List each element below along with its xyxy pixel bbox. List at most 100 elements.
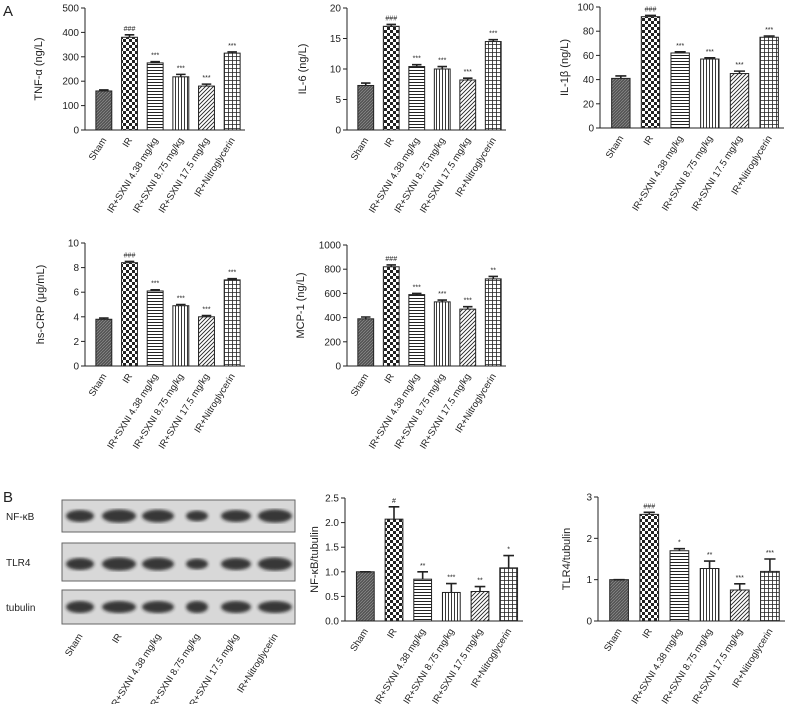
blot-band xyxy=(221,601,251,613)
blot-band xyxy=(221,510,251,522)
y-tick-label: 1 xyxy=(586,575,592,586)
significance-label: ** xyxy=(707,552,713,559)
y-tick-label: 10 xyxy=(68,239,80,250)
error-bar xyxy=(437,299,447,302)
significance-label: * xyxy=(507,547,510,554)
bar xyxy=(198,316,215,367)
y-tick-label: 400 xyxy=(62,28,79,39)
bar xyxy=(484,41,502,131)
error-bar xyxy=(463,77,473,80)
bar xyxy=(699,568,720,622)
bar xyxy=(355,571,375,622)
error-bar xyxy=(733,70,746,74)
y-tick-label: 5 xyxy=(335,95,341,106)
significance-label: *** xyxy=(676,43,684,50)
error-bar xyxy=(417,571,428,580)
y-tick-label: 4 xyxy=(73,312,79,323)
significance-label: *** xyxy=(151,281,159,288)
error-bar xyxy=(474,585,486,592)
bar xyxy=(413,578,433,622)
bar xyxy=(700,58,720,129)
bar xyxy=(609,579,629,622)
y-tick-label: 0 xyxy=(588,124,594,135)
bar xyxy=(433,301,451,367)
significance-label: ### xyxy=(124,252,136,259)
y-tick-label: 8 xyxy=(73,263,79,274)
error-bar xyxy=(734,583,746,590)
y-tick-label: 0 xyxy=(73,126,79,137)
error-bar xyxy=(201,314,212,317)
x-tick-label: Sham xyxy=(348,627,371,654)
significance-label: ** xyxy=(477,578,483,585)
significance-label: *** xyxy=(464,69,472,76)
bar xyxy=(670,52,690,129)
bar xyxy=(729,589,750,622)
y-tick-label: 80 xyxy=(583,27,595,38)
bar xyxy=(459,308,477,367)
x-tick-label: Sham xyxy=(87,136,110,163)
significance-label: *** xyxy=(765,27,773,34)
blot-band xyxy=(102,509,136,523)
x-tick-label: IR xyxy=(640,627,654,641)
y-tick-label: 20 xyxy=(583,99,595,110)
blot-band xyxy=(102,601,136,613)
bar xyxy=(499,567,519,622)
x-tick-label: Sham xyxy=(349,136,372,163)
y-tick-label: 0.5 xyxy=(325,592,339,603)
blot-band xyxy=(258,557,292,571)
bar xyxy=(441,591,461,622)
significance-label: *** xyxy=(438,58,446,65)
error-bar xyxy=(446,582,457,593)
error-bar xyxy=(673,547,686,551)
bar xyxy=(172,305,190,367)
error-bar xyxy=(124,34,135,38)
x-tick-label: IR xyxy=(385,627,399,641)
significance-label: *** xyxy=(177,65,185,72)
significance-label: ### xyxy=(643,503,655,510)
blot-band xyxy=(258,509,292,523)
bar xyxy=(357,84,375,131)
significance-label: *** xyxy=(464,298,472,305)
bar xyxy=(433,68,451,131)
significance-label: ** xyxy=(420,563,426,570)
significance-label: *** xyxy=(438,291,446,298)
y-tick-label: 100 xyxy=(62,101,79,112)
x-tick-label: IR+SXNI 4.38 mg/kg xyxy=(630,134,685,213)
y-tick-label: 3 xyxy=(586,493,592,504)
error-bar xyxy=(386,23,396,27)
blot-band xyxy=(186,601,208,613)
bar xyxy=(357,318,375,367)
y-tick-label: 2 xyxy=(73,337,79,348)
bar xyxy=(639,513,660,622)
significance-label: *** xyxy=(413,56,421,63)
blot-band xyxy=(142,601,174,613)
blot-strip xyxy=(61,499,296,533)
error-bar xyxy=(176,303,186,306)
error-bar xyxy=(361,82,371,86)
y-tick-label: 1.5 xyxy=(325,543,339,554)
error-bar xyxy=(763,35,775,38)
bar xyxy=(121,262,138,367)
blot-strip xyxy=(61,542,296,582)
bar xyxy=(459,79,477,131)
error-bar xyxy=(704,57,716,60)
y-tick-label: 0.0 xyxy=(325,617,339,628)
x-tick-label: IR xyxy=(110,632,124,646)
significance-label: *** xyxy=(228,43,236,50)
error-bar xyxy=(488,38,498,42)
y-tick-label: 0 xyxy=(335,126,341,137)
y-tick-label: 600 xyxy=(324,289,341,300)
error-bar xyxy=(764,558,776,572)
y-tick-label: 500 xyxy=(62,4,79,15)
blot-band xyxy=(258,601,292,613)
bar xyxy=(223,52,241,131)
significance-label: ### xyxy=(385,256,397,263)
x-tick-label: Sham xyxy=(63,632,86,659)
error-bar xyxy=(176,73,186,77)
bar xyxy=(172,76,190,131)
blot-label: tubulin xyxy=(6,603,35,614)
blot-label: NF-κB xyxy=(6,512,35,523)
significance-label: *** xyxy=(177,296,185,303)
y-tick-label: 2.5 xyxy=(325,494,339,505)
